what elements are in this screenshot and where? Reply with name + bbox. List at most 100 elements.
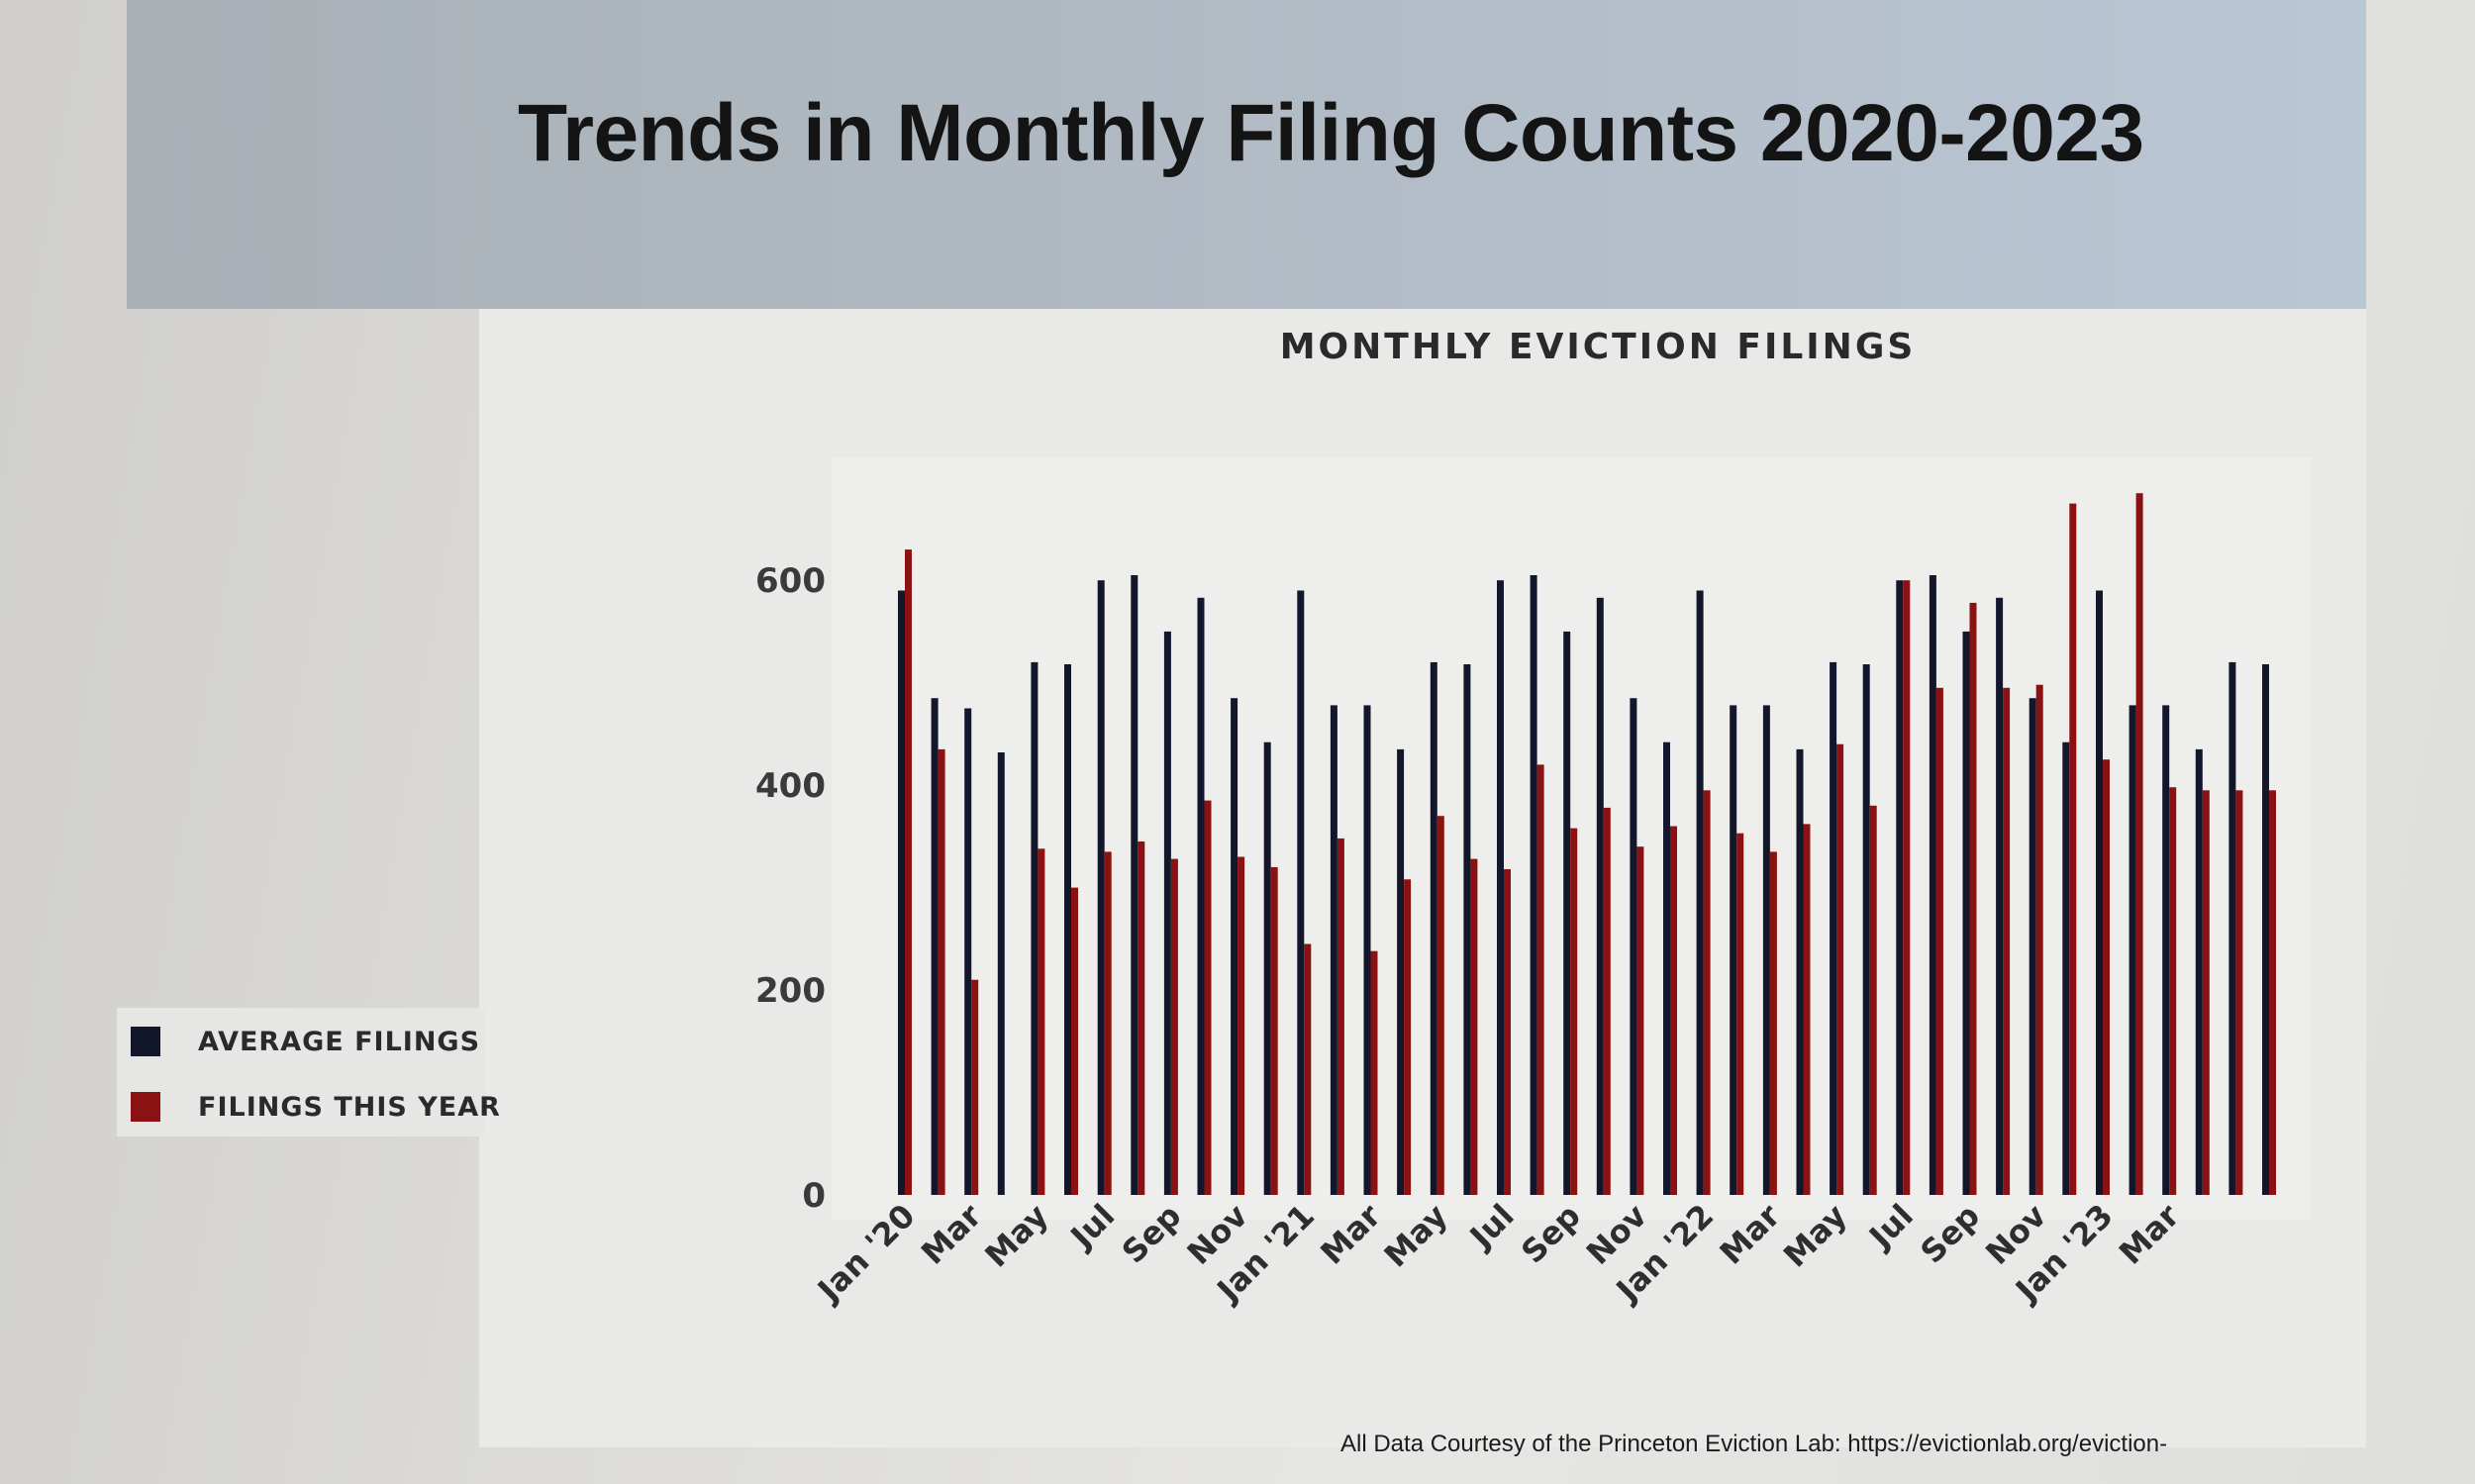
bar-average-filings bbox=[1131, 575, 1138, 1195]
bar-filings-this-year bbox=[1935, 687, 1943, 1195]
bar-average-filings bbox=[1563, 631, 1571, 1195]
bar-average-filings bbox=[1796, 748, 1804, 1195]
bar-filings-this-year bbox=[2069, 503, 2077, 1196]
bar-filings-this-year bbox=[1071, 887, 1078, 1195]
bar-average-filings bbox=[1929, 575, 1936, 1195]
bar-filings-this-year bbox=[2269, 790, 2276, 1195]
bar-filings-this-year bbox=[1836, 743, 1844, 1195]
legend-swatch-average bbox=[131, 1027, 160, 1056]
bar-filings-this-year bbox=[1803, 824, 1811, 1195]
legend-item-this-year: FILINGS THIS YEAR bbox=[131, 1087, 501, 1127]
bar-filings-this-year bbox=[1570, 828, 1578, 1195]
bar-average-filings bbox=[1862, 664, 1870, 1195]
y-tick-label: 0 bbox=[802, 1176, 826, 1216]
bar-average-filings bbox=[964, 708, 972, 1195]
bar-average-filings bbox=[2128, 705, 2136, 1195]
bar-average-filings bbox=[1463, 664, 1471, 1195]
bar-filings-this-year bbox=[1404, 879, 1412, 1195]
bar-average-filings bbox=[931, 698, 939, 1195]
bar-filings-this-year bbox=[1370, 950, 1378, 1195]
chart-panel: MONTHLY EVICTION FILINGS 0 200 400 600 Jan … bbox=[479, 309, 2366, 1447]
bar-average-filings bbox=[1962, 631, 1970, 1195]
bar-average-filings bbox=[1197, 597, 1205, 1195]
bar-filings-this-year bbox=[2135, 493, 2143, 1195]
bar-filings-this-year bbox=[1969, 602, 1977, 1195]
bar-filings-this-year bbox=[1869, 805, 1877, 1195]
bar-average-filings bbox=[1097, 580, 1105, 1195]
bar-filings-this-year bbox=[1504, 869, 1511, 1195]
y-axis: 0 200 400 600 bbox=[755, 561, 826, 1216]
bar-filings-this-year bbox=[2103, 759, 2110, 1195]
page-title: Trends in Monthly Filing Counts 2020-202… bbox=[518, 88, 2144, 178]
bar-average-filings bbox=[1231, 698, 1238, 1195]
bar-average-filings bbox=[1730, 705, 1737, 1195]
bar-average-filings bbox=[2228, 661, 2236, 1195]
bar-filings-this-year bbox=[2235, 790, 2243, 1195]
bar-filings-this-year bbox=[2169, 787, 2177, 1195]
bar-average-filings bbox=[997, 752, 1005, 1195]
bar-average-filings bbox=[2096, 590, 2103, 1195]
bar-filings-this-year bbox=[1336, 838, 1344, 1195]
bar-filings-this-year bbox=[1170, 858, 1178, 1195]
legend-item-average: AVERAGE FILINGS bbox=[131, 1022, 480, 1061]
bar-average-filings bbox=[1630, 698, 1637, 1195]
bar-average-filings bbox=[1530, 575, 1537, 1195]
bar-average-filings bbox=[1297, 590, 1305, 1195]
bar-filings-this-year bbox=[905, 549, 912, 1195]
bar-average-filings bbox=[2262, 664, 2269, 1195]
bar-average-filings bbox=[1663, 742, 1670, 1195]
bars bbox=[898, 493, 2276, 1196]
bar-average-filings bbox=[1497, 580, 1504, 1195]
bar-filings-this-year bbox=[1304, 943, 1312, 1195]
bar-filings-this-year bbox=[1436, 816, 1444, 1195]
y-tick-label: 600 bbox=[755, 561, 826, 601]
bar-filings-this-year bbox=[1204, 800, 1212, 1195]
bar-average-filings bbox=[1896, 580, 1904, 1195]
bar-average-filings bbox=[1996, 597, 2004, 1195]
bar-average-filings bbox=[1064, 664, 1071, 1195]
bar-average-filings bbox=[898, 590, 905, 1195]
bar-average-filings bbox=[1696, 590, 1704, 1195]
bar-average-filings bbox=[1762, 705, 1770, 1195]
bar-average-filings bbox=[1397, 748, 1405, 1195]
bar-filings-this-year bbox=[1038, 848, 1045, 1195]
legend-label-this-year: FILINGS THIS YEAR bbox=[198, 1091, 501, 1123]
bar-filings-this-year bbox=[2003, 687, 2011, 1195]
bar-filings-this-year bbox=[1769, 851, 1777, 1195]
bar-average-filings bbox=[1263, 742, 1271, 1195]
slide-header: Trends in Monthly Filing Counts 2020-202… bbox=[127, 0, 2366, 309]
bar-average-filings bbox=[2029, 698, 2036, 1195]
bar-average-filings bbox=[1163, 631, 1171, 1195]
bar-average-filings bbox=[1596, 597, 1604, 1195]
bar-average-filings bbox=[1430, 661, 1437, 1195]
bar-average-filings bbox=[1031, 661, 1039, 1195]
bar-average-filings bbox=[1830, 661, 1837, 1195]
legend: AVERAGE FILINGS FILINGS THIS YEAR bbox=[117, 1008, 500, 1137]
bar-average-filings bbox=[1363, 705, 1371, 1195]
legend-label-average: AVERAGE FILINGS bbox=[198, 1026, 481, 1057]
bar-filings-this-year bbox=[1903, 580, 1911, 1195]
bar-filings-this-year bbox=[1636, 846, 1644, 1195]
bar-average-filings bbox=[2162, 705, 2170, 1195]
bar-average-filings bbox=[2062, 742, 2070, 1195]
bar-filings-this-year bbox=[1703, 790, 1711, 1195]
chart-title: MONTHLY EVICTION FILINGS bbox=[1280, 327, 1917, 367]
legend-swatch-this-year bbox=[131, 1092, 160, 1122]
bar-filings-this-year bbox=[1736, 833, 1744, 1195]
bar-filings-this-year bbox=[1470, 858, 1478, 1195]
bar-filings-this-year bbox=[1138, 841, 1145, 1195]
bar-average-filings bbox=[2195, 748, 2203, 1195]
bar-filings-this-year bbox=[2202, 790, 2210, 1195]
y-tick-label: 200 bbox=[755, 971, 826, 1011]
bar-filings-this-year bbox=[1238, 856, 1245, 1195]
bar-filings-this-year bbox=[1104, 851, 1112, 1195]
data-source-note: All Data Courtesy of the Princeton Evict… bbox=[1340, 1431, 2168, 1457]
bar-average-filings bbox=[1330, 705, 1337, 1195]
bar-filings-this-year bbox=[2035, 684, 2043, 1195]
y-tick-label: 400 bbox=[755, 766, 826, 806]
bar-filings-this-year bbox=[1536, 764, 1544, 1195]
bar-filings-this-year bbox=[1603, 807, 1611, 1195]
bar-filings-this-year bbox=[1670, 826, 1677, 1195]
bar-filings-this-year bbox=[1270, 866, 1278, 1195]
